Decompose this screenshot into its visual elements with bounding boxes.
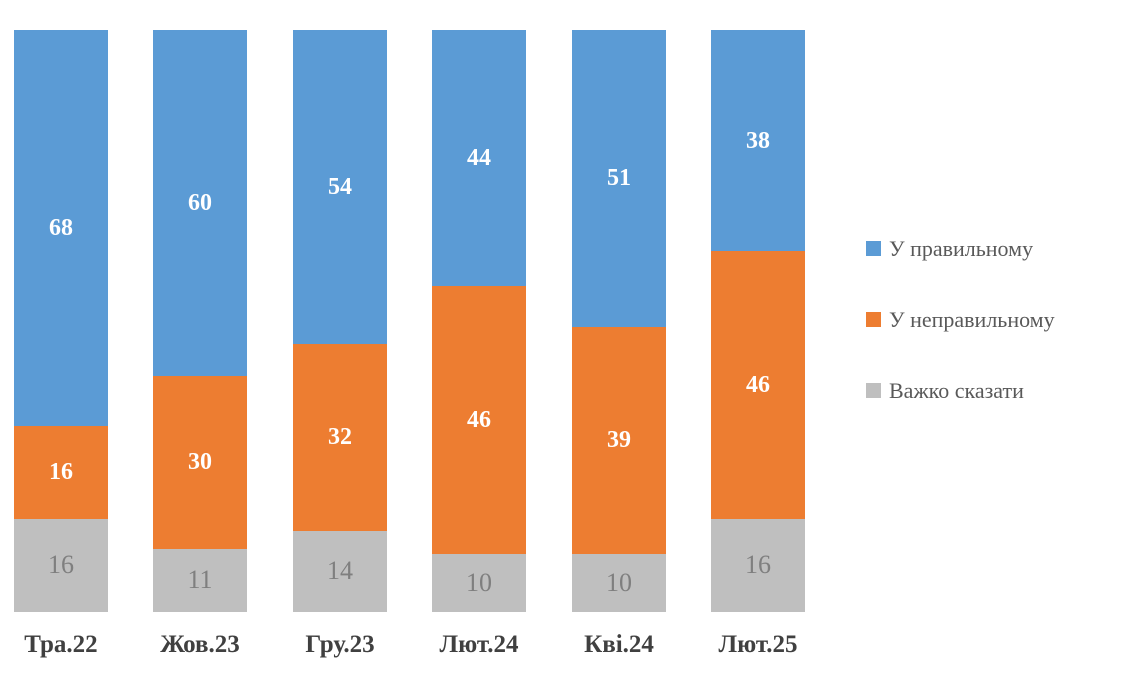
bar-group-3: 54 32 14 Гру.23 bbox=[293, 30, 387, 659]
legend-swatch-icon bbox=[866, 312, 881, 327]
data-label: 16 bbox=[48, 550, 74, 580]
data-label: 44 bbox=[467, 145, 491, 172]
data-label: 10 bbox=[606, 567, 632, 597]
data-label: 38 bbox=[746, 127, 770, 154]
category-label: Жов.23 bbox=[160, 630, 240, 658]
bar-group-2: 60 30 11 Жов.23 bbox=[153, 30, 247, 659]
bar-segment: 14 bbox=[293, 530, 387, 612]
bar-segment: 10 bbox=[432, 553, 526, 612]
bar-segment: 16 bbox=[711, 518, 805, 612]
legend-item: Важко сказати bbox=[866, 377, 1055, 403]
category-label: Лют.24 bbox=[439, 630, 519, 658]
legend-item: У неправильному bbox=[866, 306, 1055, 332]
data-label: 10 bbox=[466, 567, 492, 597]
data-label: 46 bbox=[467, 406, 491, 433]
data-label: 11 bbox=[187, 565, 213, 595]
bar-segment: 54 bbox=[293, 30, 387, 345]
bar-segment: 10 bbox=[572, 553, 666, 612]
legend-label: Важко сказати bbox=[889, 377, 1024, 403]
bar-segment: 32 bbox=[293, 344, 387, 531]
legend-label: У неправильному bbox=[889, 306, 1055, 332]
bar-stack: 54 32 14 bbox=[293, 30, 387, 612]
data-label: 30 bbox=[188, 449, 212, 476]
bar-segment: 38 bbox=[711, 30, 805, 252]
bar-group-6: 38 46 16 Лют.25 bbox=[711, 30, 805, 659]
bar-segment: 46 bbox=[432, 286, 526, 554]
bar-stack: 44 46 10 bbox=[432, 30, 526, 612]
data-label: 60 bbox=[188, 189, 212, 216]
bar-stack: 60 30 11 bbox=[153, 30, 247, 612]
bar-segment: 44 bbox=[432, 30, 526, 287]
category-label: Кві.24 bbox=[584, 630, 654, 658]
bar-segment: 16 bbox=[14, 518, 108, 612]
bar-segment: 16 bbox=[14, 425, 108, 519]
category-label: Тра.22 bbox=[24, 630, 98, 658]
bar-group-4: 44 46 10 Лют.24 bbox=[432, 30, 526, 659]
bar-stack: 38 46 16 bbox=[711, 30, 805, 612]
bar-segment: 68 bbox=[14, 30, 108, 426]
data-label: 32 bbox=[328, 424, 352, 451]
legend-swatch-icon bbox=[866, 383, 881, 398]
bar-stack: 68 16 16 bbox=[14, 30, 108, 612]
data-label: 68 bbox=[49, 214, 73, 241]
bar-group-1: 68 16 16 Тра.22 bbox=[14, 30, 108, 659]
bar-segment: 39 bbox=[572, 326, 666, 554]
bar-segment: 11 bbox=[153, 548, 247, 612]
data-label: 16 bbox=[745, 550, 771, 580]
legend: У правильному У неправильному Важко сказат… bbox=[866, 235, 1055, 451]
bar-segment: 60 bbox=[153, 30, 247, 376]
data-label: 14 bbox=[327, 556, 353, 586]
bar-segment: 46 bbox=[711, 251, 805, 519]
category-label: Гру.23 bbox=[305, 630, 375, 658]
data-label: 51 bbox=[607, 165, 631, 192]
bar-segment: 30 bbox=[153, 375, 247, 549]
category-label: Лют.25 bbox=[718, 630, 798, 658]
legend-swatch-icon bbox=[866, 241, 881, 256]
data-label: 54 bbox=[328, 174, 352, 201]
data-label: 16 bbox=[49, 459, 73, 486]
bar-segment: 51 bbox=[572, 30, 666, 327]
bar-stack: 51 39 10 bbox=[572, 30, 666, 612]
data-label: 46 bbox=[746, 372, 770, 399]
legend-item: У правильному bbox=[866, 235, 1055, 261]
legend-label: У правильному bbox=[889, 235, 1034, 261]
data-label: 39 bbox=[607, 427, 631, 454]
bar-group-5: 51 39 10 Кві.24 bbox=[572, 30, 666, 659]
